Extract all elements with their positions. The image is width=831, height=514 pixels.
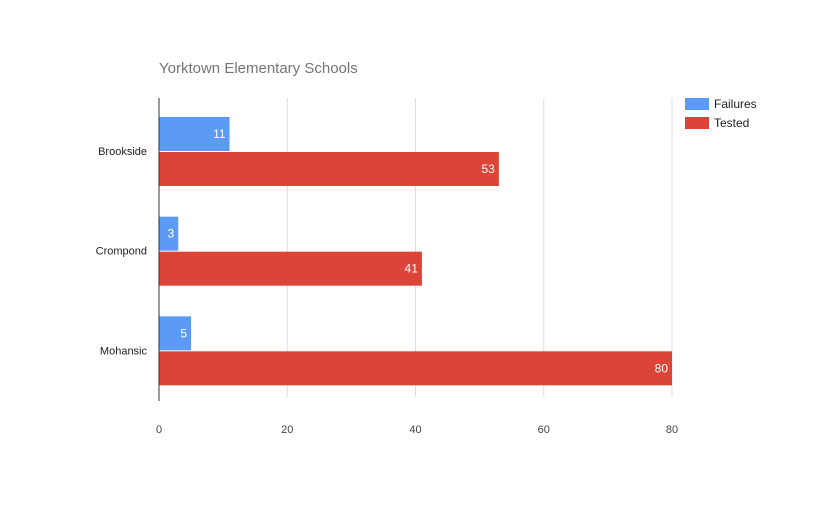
data-label: 5: [180, 326, 187, 340]
bars: 11 53 3 41 5 80: [159, 117, 672, 386]
axes: 0 20 40 60 80 Brookside Crompond Mohansic: [96, 98, 678, 436]
bar-tested[interactable]: [159, 351, 672, 386]
legend[interactable]: Failures Tested: [685, 97, 757, 130]
category-label: Crompond: [96, 246, 147, 258]
legend-label-tested[interactable]: Tested: [714, 116, 749, 130]
x-tick-label: 60: [538, 424, 550, 436]
bar-failures[interactable]: [159, 216, 179, 251]
x-tick-label: 40: [409, 424, 421, 436]
data-label: 11: [213, 127, 226, 141]
x-tick-label: 0: [156, 424, 162, 436]
data-label: 53: [482, 162, 496, 176]
gridlines: [286, 98, 673, 397]
bar-tested[interactable]: [159, 152, 499, 186]
bar-failures[interactable]: [159, 117, 230, 151]
legend-swatch-tested[interactable]: [685, 117, 709, 129]
x-tick-label: 20: [281, 424, 293, 436]
category-label: Mohansic: [100, 345, 148, 357]
chart-title: Yorktown Elementary Schools: [159, 60, 358, 77]
legend-swatch-failures[interactable]: [685, 98, 709, 110]
bar-failures[interactable]: [159, 316, 192, 351]
data-label: 80: [655, 361, 669, 375]
data-label: 41: [405, 262, 419, 276]
bar-tested[interactable]: [159, 251, 422, 286]
legend-label-failures[interactable]: Failures: [714, 97, 757, 111]
x-tick-label: 80: [666, 424, 678, 436]
category-label: Brookside: [98, 146, 147, 158]
data-label: 3: [168, 227, 175, 241]
